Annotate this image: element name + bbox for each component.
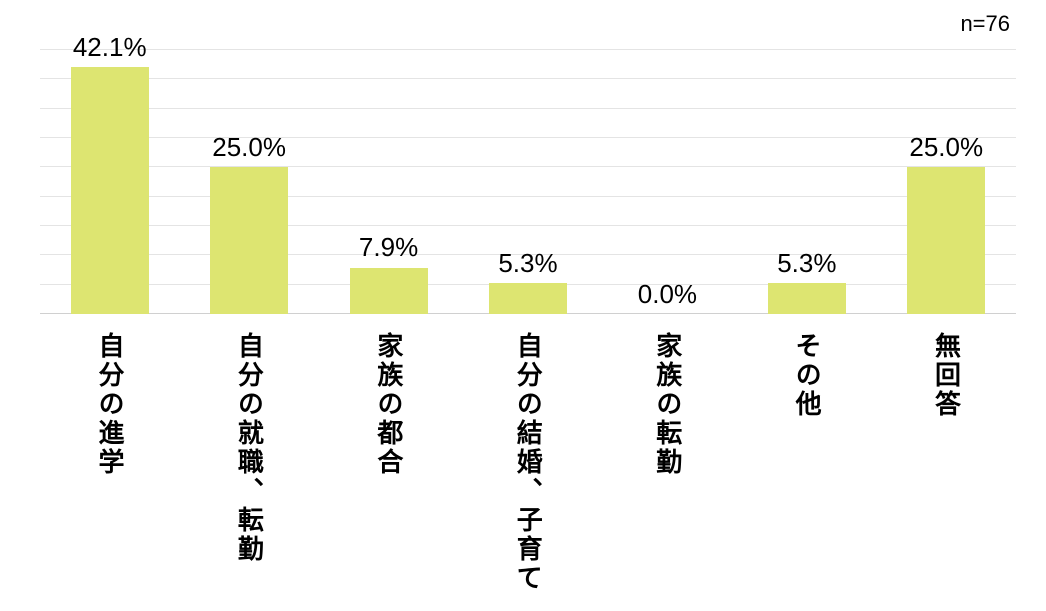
category-label: その他 <box>792 332 823 419</box>
bar-column: 5.3% <box>737 50 876 314</box>
category-axis: 自分の進学 自分の就職、転勤 家族の都合 自分の結婚、子育て 家族の転勤 その他 無回答 <box>40 332 1016 593</box>
value-label: 5.3% <box>498 247 558 278</box>
gridline <box>40 166 1016 168</box>
sample-size-label: n=76 <box>960 11 1010 36</box>
bar <box>70 67 149 314</box>
gridline <box>40 78 1016 80</box>
gridline <box>40 49 1016 50</box>
value-label: 7.9% <box>358 232 419 263</box>
category-cell: その他 <box>737 332 876 593</box>
bar-column: 7.9% <box>319 50 458 314</box>
category-label: 自分の結婚、子育て <box>513 332 544 593</box>
value-label: 5.3% <box>777 247 837 278</box>
category-cell: 無回答 <box>877 332 1016 593</box>
bar <box>907 167 986 314</box>
category-cell: 自分の就職、転勤 <box>179 332 318 593</box>
category-label: 家族の転勤 <box>652 332 683 477</box>
category-label: 無回答 <box>931 332 962 419</box>
bar <box>488 282 567 314</box>
category-label: 自分の就職、転勤 <box>234 332 265 564</box>
gridline <box>40 137 1016 138</box>
bar <box>349 267 428 314</box>
category-cell: 自分の結婚、子育て <box>458 332 597 593</box>
bar <box>210 167 289 314</box>
category-cell: 自分の進学 <box>40 332 179 593</box>
category-cell: 家族の都合 <box>319 332 458 593</box>
bar-column: 25.0% <box>179 50 318 314</box>
bar <box>767 282 846 314</box>
category-label: 自分の進学 <box>95 332 125 477</box>
value-label: 42.1% <box>72 31 147 62</box>
gridline <box>40 107 1016 109</box>
value-label: 25.0% <box>909 132 984 163</box>
value-label: 25.0% <box>212 132 286 163</box>
plot-area: 42.1% 25.0% 7.9% 5.3% 0.0% 5.3% 25.0% <box>40 33 1016 314</box>
gridline <box>40 195 1016 197</box>
gridline <box>40 254 1016 256</box>
bar-column: 0.0% <box>598 50 737 314</box>
bar-column: 25.0% <box>877 50 1016 314</box>
category-label: 家族の都合 <box>373 332 404 477</box>
bar-column: 42.1% <box>40 33 179 314</box>
gridline <box>40 225 1016 226</box>
bar-columns: 42.1% 25.0% 7.9% 5.3% 0.0% 5.3% 25.0% <box>40 33 1016 314</box>
category-cell: 家族の転勤 <box>598 332 737 593</box>
value-label: 0.0% <box>637 278 698 309</box>
bar-column: 5.3% <box>458 50 597 314</box>
